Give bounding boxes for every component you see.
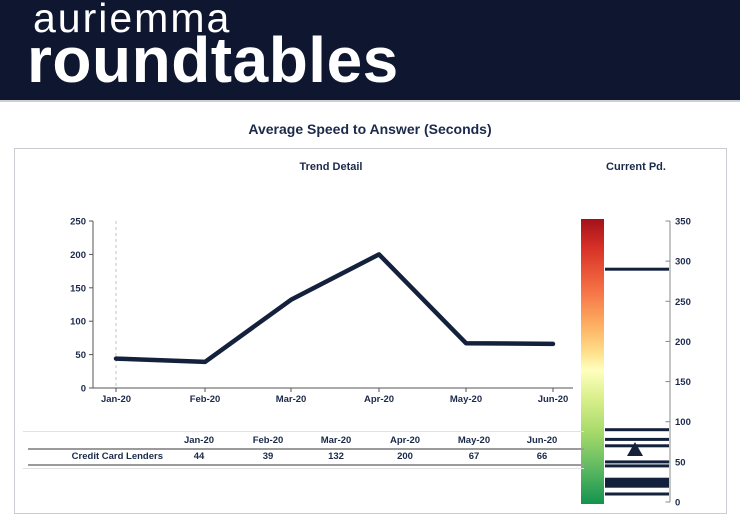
gauge-gradient-bar (581, 219, 604, 504)
peer-line (605, 437, 669, 441)
trend-x-tick-label: Apr-20 (364, 394, 394, 405)
table-cell: 66 (536, 451, 548, 462)
table-col-header: Mar-20 (320, 435, 352, 446)
trend-y-tick-label: 250 (70, 217, 86, 228)
trend-x-tick-label: Feb-20 (190, 394, 221, 405)
table-col-header: Feb-20 (252, 435, 284, 446)
table-cell: 39 (262, 451, 274, 462)
table-cell: 44 (193, 451, 205, 462)
table-border-outer (23, 468, 584, 469)
gauge-tick-label: 100 (675, 417, 691, 428)
peer-line (605, 428, 669, 432)
table-cell: 67 (468, 451, 480, 462)
trend-detail-title: Trend Detail (299, 161, 363, 173)
table-col-header: Jun-20 (526, 435, 558, 446)
trend-x-tick-label: Mar-20 (276, 394, 307, 405)
trend-y-tick-label: 100 (70, 317, 86, 328)
table-border-top (23, 431, 584, 432)
gauge-tick-label: 350 (675, 217, 691, 228)
table-col-header: May-20 (457, 435, 491, 446)
current-pd-title: Current Pd. (606, 161, 666, 173)
trend-x-tick-label: Jan-20 (101, 394, 131, 405)
table-row-label: Credit Card Lenders (71, 451, 163, 462)
table-border-bottom (28, 464, 584, 466)
gauge-tick-label: 150 (675, 377, 691, 388)
gauge-tick-label: 250 (675, 297, 691, 308)
chart-panel: Trend Detail Current Pd. 0 50 100 150 200 250… (14, 148, 727, 514)
trend-line-series (113, 252, 556, 365)
current-value-marker-triangle (627, 442, 643, 456)
table-border-header (28, 448, 584, 450)
gauge-tick-label: 300 (675, 257, 691, 268)
charts-canvas: 0 50 100 150 200 250 Jan-20 Feb-20 Mar-20 Apr-20 M… (70, 217, 691, 509)
trend-y-tick-label: 0 (81, 384, 86, 395)
gauge-tick-label: 200 (675, 337, 691, 348)
trend-x-tick-label: May-20 (450, 394, 482, 405)
table-col-header: Apr-20 (389, 435, 421, 446)
table-col-header: Jan-20 (183, 435, 215, 446)
table-cell: 200 (397, 451, 413, 462)
table-cell: 132 (328, 451, 344, 462)
brand-header: auriemma roundtables (0, 0, 740, 102)
brand-logo-line2: roundtables (27, 24, 399, 96)
trend-y-tick-label: 150 (70, 283, 86, 294)
peer-line (605, 492, 669, 496)
peer-line (605, 267, 669, 271)
gauge-tick-label: 50 (675, 457, 686, 468)
trend-y-tick-label: 200 (70, 250, 86, 261)
peer-cluster-band (605, 477, 669, 488)
page-title: Average Speed to Answer (Seconds) (248, 121, 492, 137)
peer-line (605, 460, 669, 464)
gauge-tick-label: 0 (675, 498, 680, 509)
peer-line (605, 464, 669, 468)
trend-x-tick-label: Jun-20 (538, 394, 569, 405)
brand-logo-line1: auriemma (33, 0, 232, 41)
trend-y-tick-label: 50 (75, 350, 86, 361)
